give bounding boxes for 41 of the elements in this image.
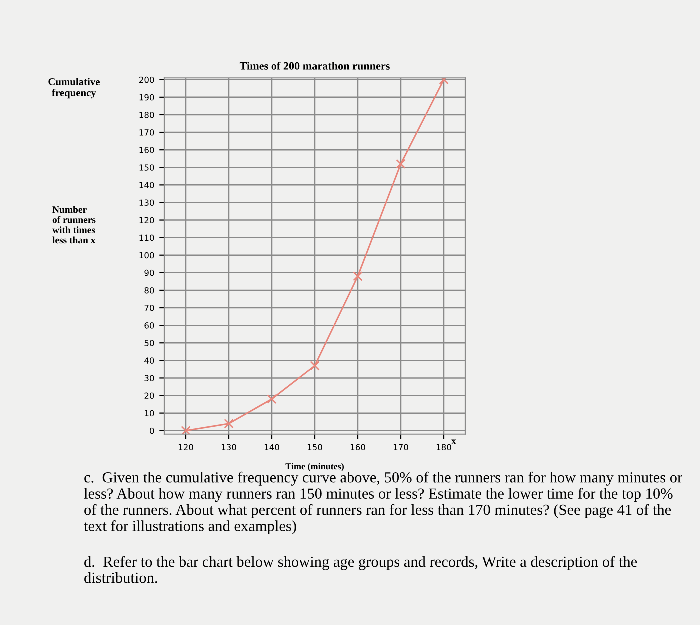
y-tick-label: 170 xyxy=(140,130,154,136)
y-tick-label: 90 xyxy=(144,270,154,276)
y-tick-label: 150 xyxy=(140,164,154,171)
point xyxy=(353,272,363,282)
y-tick-label: 60 xyxy=(144,322,154,329)
point xyxy=(396,159,406,169)
y-tick-label: 130 xyxy=(140,200,154,206)
text: c. Given the cumulative frequency curve above, 50% of the runners ran for how many minutes or less? About how many runners ran 150 minutes or less? Estimate the lower time for the top 10% of the runners. About what percent of runners ran for less than 170 minutes? (See page 41 of the text for illustrations and examples) xyxy=(84,472,682,534)
y-tick-label: 100 xyxy=(140,252,154,259)
y-tick-label: 10 xyxy=(145,410,154,417)
point xyxy=(267,394,277,404)
y-tick-label: 190 xyxy=(140,94,154,101)
point xyxy=(310,361,320,371)
y-tick-label: 200 xyxy=(139,76,154,84)
point xyxy=(181,426,191,434)
y-tick-label: 50 xyxy=(144,340,154,346)
y-tick-label: 0 xyxy=(150,428,154,434)
y-tick-label: 40 xyxy=(144,358,154,364)
y-tick-label: 180 xyxy=(140,112,154,118)
y-tick-label: 20 xyxy=(144,392,154,400)
point xyxy=(224,418,234,429)
x-tick-label: 170 xyxy=(394,444,408,451)
x-tick-label: 140 xyxy=(264,444,280,451)
x-tick-label: 130 xyxy=(222,444,236,451)
text: d. Refer to the bar chart below showing age groups and records, Write a description of the distribution. xyxy=(84,556,638,584)
x-tick-label: 150 xyxy=(308,444,322,451)
x-tick-label: 120 xyxy=(178,444,194,451)
y-tick-label: 160 xyxy=(140,147,154,154)
text: Number of runners with times less than x xyxy=(52,206,96,244)
text: x xyxy=(452,440,456,444)
chart-title: Times of 200 marathon runners xyxy=(240,62,390,70)
y-tick-label: 140 xyxy=(140,182,154,188)
y-axis-title: Cumulative frequency xyxy=(48,78,100,99)
y-tick-label: 30 xyxy=(144,375,154,382)
x-tick-label: 160 xyxy=(350,444,366,451)
y-tick-label: 110 xyxy=(140,234,154,242)
x-axis-title: Time (minutes) xyxy=(286,463,344,472)
x-tick-label: 180 xyxy=(436,444,452,451)
y-tick-label: 120 xyxy=(140,217,154,224)
y-tick-label: 80 xyxy=(144,287,154,294)
y-tick-label: 70 xyxy=(144,305,154,312)
